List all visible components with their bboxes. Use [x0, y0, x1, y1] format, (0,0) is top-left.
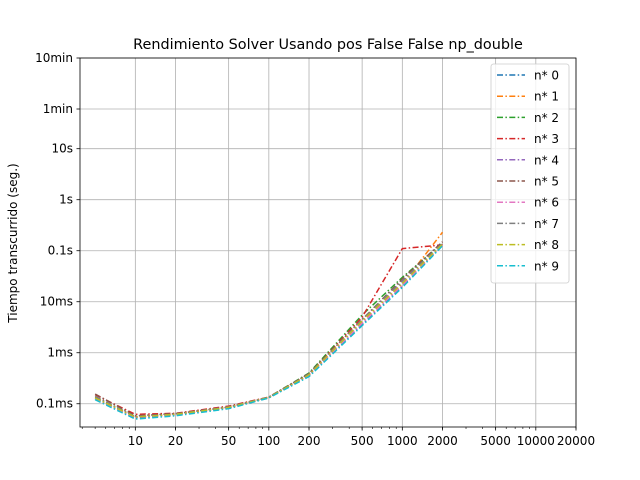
x-tick-label: 1000: [387, 434, 418, 448]
y-tick-label: 10ms: [40, 295, 73, 309]
y-tick-label: 10s: [51, 142, 73, 156]
x-tick-label: 200: [298, 434, 321, 448]
legend-label-3: n* 3: [534, 132, 559, 146]
axes-frame: [79, 57, 577, 428]
legend-label-7: n* 7: [534, 217, 559, 231]
legend-label-9: n* 9: [534, 259, 559, 273]
series-line-8: [94, 243, 444, 418]
series-line-3: [94, 244, 443, 416]
x-tick-label: 100: [257, 434, 280, 448]
y-tick-label: 10min: [35, 51, 73, 65]
legend-box: [490, 63, 570, 284]
legend-label-6: n* 6: [534, 196, 559, 210]
chart-title: Rendimiento Solver Usando pos False Fals…: [133, 37, 523, 53]
x-tick-label: 2000: [427, 434, 458, 448]
legend-label-4: n* 4: [534, 153, 559, 167]
legend-label-2: n* 2: [534, 111, 559, 125]
y-tick-label: 0.1s: [48, 244, 73, 258]
legend-label-8: n* 8: [534, 238, 559, 252]
x-tick-label: 20000: [557, 434, 595, 448]
x-tick-label: 500: [351, 434, 374, 448]
series-line-5: [94, 241, 444, 417]
y-tick-label: 0.1ms: [36, 397, 73, 411]
y-axis-label: Tiempo transcurrido (seg.): [6, 163, 20, 323]
legend-label-0: n* 0: [534, 69, 559, 83]
y-tick-label: 1s: [59, 193, 73, 207]
y-tick-label: 1ms: [47, 346, 73, 360]
legend: n* 0 n* 1 n* 2 n* 3 n* 4 n* 5 n* 6 n* 7 n* 8 n* 9: [490, 63, 570, 284]
x-tick-label: 10: [128, 434, 143, 448]
legend-label-1: n* 1: [534, 90, 559, 104]
x-tick-label: 10000: [517, 434, 555, 448]
x-tick-label: 5000: [480, 434, 511, 448]
x-tick-label: 20: [168, 434, 183, 448]
y-tick-label: 1min: [43, 102, 73, 116]
legend-label-5: n* 5: [534, 175, 559, 189]
series-line-9: [94, 245, 444, 420]
x-tick-label: 50: [221, 434, 236, 448]
